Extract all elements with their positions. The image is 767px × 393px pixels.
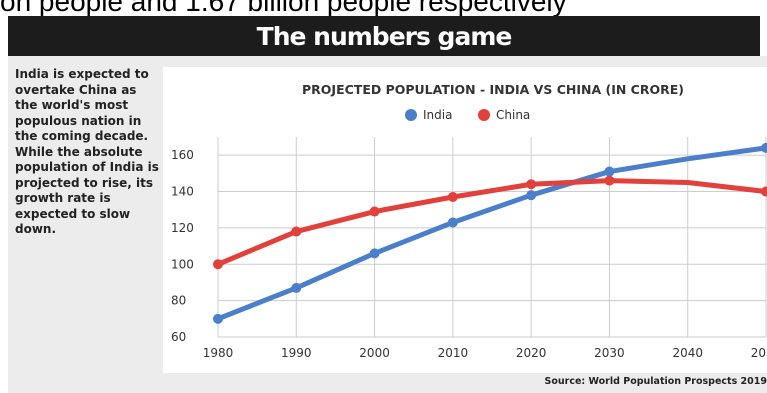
y-tick-label: 120 — [171, 221, 194, 235]
x-tick-label: 2030 — [594, 346, 625, 360]
x-tick-label: 1990 — [281, 346, 312, 360]
data-point-china — [604, 175, 615, 186]
legend-marker-china — [478, 109, 490, 121]
legend-marker-india — [405, 109, 417, 121]
data-point-india — [761, 142, 767, 153]
x-tick-label: 2020 — [516, 346, 547, 360]
x-tick-label: 2040 — [672, 346, 703, 360]
chart-title: PROJECTED POPULATION - INDIA VS CHINA (I… — [302, 82, 684, 97]
data-point-india — [369, 248, 380, 259]
data-point-india — [526, 190, 537, 201]
header-bar: The numbers game — [8, 16, 760, 56]
x-tick-label: 2000 — [359, 346, 390, 360]
data-point-india — [291, 282, 302, 293]
y-tick-label: 100 — [171, 257, 194, 271]
series-line-india — [215, 145, 767, 322]
data-point-india — [604, 166, 615, 177]
data-point-india — [213, 313, 223, 324]
side-paragraph-1: India is expected to overtake China as t… — [15, 67, 149, 143]
data-point-india — [447, 217, 458, 228]
top-caption: on people and 1.67 billion people respec… — [0, 0, 567, 16]
data-point-china — [447, 192, 458, 202]
data-point-china — [369, 206, 380, 217]
data-point-china — [526, 179, 537, 190]
data-point-china — [291, 226, 302, 237]
x-tick-label: 1980 — [203, 346, 234, 360]
y-tick-label: 80 — [171, 294, 186, 308]
legend-label-china: China — [496, 108, 530, 122]
chart-container: 60 80 100 120 140 160 1980 1990 2000 2010 2020 2030… — [163, 67, 767, 373]
source-note: Source: World Population Prospects 2019 — [544, 376, 767, 387]
series-line-china — [215, 178, 767, 267]
x-tick-label: 2010 — [438, 346, 469, 360]
legend-label-india: India — [423, 108, 452, 122]
y-tick-label: 60 — [171, 330, 186, 344]
side-description: India is expected to overtake China as t… — [15, 67, 160, 238]
side-paragraph-2: While the absolute population of India i… — [15, 144, 159, 237]
data-point-china — [213, 259, 223, 270]
line-chart: 60 80 100 120 140 160 1980 1990 2000 2010 2020 2030… — [171, 82, 767, 360]
x-tick-label: 2050 — [751, 346, 767, 360]
data-point-china — [761, 186, 767, 197]
y-tick-label: 140 — [171, 185, 194, 199]
y-tick-label: 160 — [171, 148, 194, 162]
page-title: The numbers game — [256, 21, 513, 51]
